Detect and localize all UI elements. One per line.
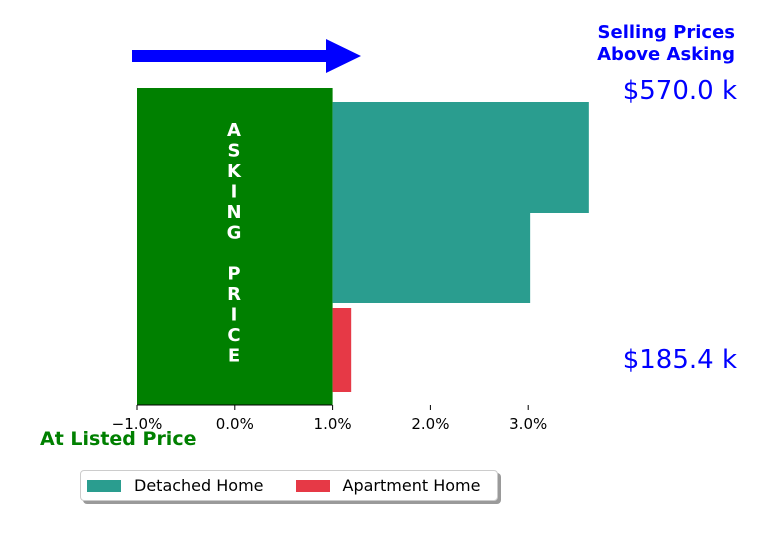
asking-price-letter: I xyxy=(231,305,238,326)
asking-price-letter: A xyxy=(227,120,241,141)
asking-price-letter: R xyxy=(227,284,241,305)
title-right-line-2: Above Asking xyxy=(597,44,735,65)
apartment-home-bar-1 xyxy=(332,308,352,392)
x-tick-label: 3.0% xyxy=(509,415,547,433)
asking-price-letter: K xyxy=(227,161,242,182)
asking-price-letter: I xyxy=(231,182,238,203)
at-listed-price-label: At Listed Price xyxy=(40,428,196,450)
asking-price-letter: P xyxy=(227,264,240,285)
price-label-high: $570.0 k xyxy=(623,76,737,106)
chart-legend: Detached Home Apartment Home xyxy=(80,470,498,501)
direction-arrow xyxy=(132,39,361,73)
legend-swatch-apartment xyxy=(295,479,330,492)
detached-home-bar-2 xyxy=(332,213,531,303)
detached-home-bar-1 xyxy=(332,102,589,213)
asking-price-letter: G xyxy=(227,223,242,244)
x-tick-label: 0.0% xyxy=(216,415,254,433)
asking-price-letter: S xyxy=(228,141,241,162)
legend-item-apartment: Apartment Home xyxy=(295,476,481,495)
asking-price-block xyxy=(137,88,333,405)
title-right-line-1: Selling Prices xyxy=(598,22,735,43)
legend-item-detached: Detached Home xyxy=(87,476,264,495)
legend-label-apartment: Apartment Home xyxy=(342,476,481,495)
asking-price-letter: C xyxy=(227,325,240,346)
legend-swatch-detached xyxy=(87,479,121,492)
asking-price-letter: E xyxy=(228,346,240,367)
x-tick-label: 2.0% xyxy=(411,415,449,433)
legend-label-detached: Detached Home xyxy=(134,476,264,495)
x-tick-label: 1.0% xyxy=(314,415,352,433)
x-tick-label: −1.0% xyxy=(112,415,163,433)
price-label-low: $185.4 k xyxy=(623,345,737,375)
asking-price-letter: N xyxy=(226,202,241,223)
